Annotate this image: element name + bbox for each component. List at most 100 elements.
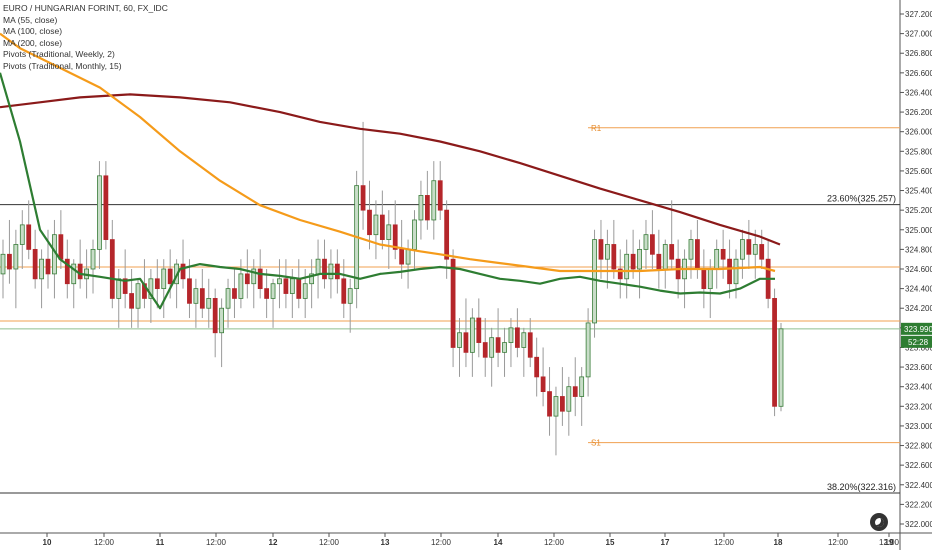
candle-body bbox=[772, 298, 777, 407]
ma200-line bbox=[0, 93, 781, 246]
y-tick-label: 322.800 bbox=[905, 442, 932, 451]
candle-body bbox=[270, 283, 276, 299]
candle-body bbox=[746, 239, 752, 255]
y-tick-label: 325.600 bbox=[905, 167, 932, 176]
candle bbox=[559, 367, 565, 426]
last-price-tag bbox=[901, 322, 932, 335]
candle bbox=[386, 210, 392, 269]
candle bbox=[431, 161, 437, 240]
candle bbox=[605, 229, 610, 289]
y-tick-label: 323.600 bbox=[905, 363, 932, 372]
candle-body bbox=[431, 180, 437, 221]
candle-body bbox=[495, 337, 501, 353]
candle-body bbox=[695, 239, 700, 270]
candle bbox=[0, 239, 6, 299]
candle bbox=[154, 259, 160, 309]
candle-body bbox=[251, 268, 257, 285]
candle bbox=[122, 249, 128, 309]
candle bbox=[347, 278, 353, 333]
candle-body bbox=[701, 268, 707, 290]
candle bbox=[219, 298, 225, 368]
candle bbox=[206, 278, 212, 328]
legend-ma55[interactable]: MA (55, close) bbox=[3, 14, 58, 25]
candle bbox=[521, 327, 527, 377]
candle bbox=[232, 269, 237, 319]
candle-body bbox=[77, 263, 83, 280]
y-tick-label: 323.000 bbox=[905, 422, 932, 431]
candle bbox=[527, 318, 533, 368]
candle-body bbox=[116, 278, 122, 299]
x-tick-label: 11 bbox=[156, 538, 165, 547]
candle-body bbox=[617, 268, 623, 280]
candle-body bbox=[707, 268, 713, 290]
legend-ma200[interactable]: MA (200, close) bbox=[3, 37, 63, 48]
legend-ma100[interactable]: MA (100, close) bbox=[3, 26, 63, 36]
candle bbox=[180, 239, 186, 289]
x-tick-label: 12:00 bbox=[879, 538, 900, 547]
candle bbox=[367, 180, 372, 250]
candle-body bbox=[219, 307, 225, 334]
candle bbox=[457, 318, 462, 377]
y-tick-label: 322.200 bbox=[905, 500, 932, 509]
time-axis: 10 12:00 11 12:00 12 12:00 13 12:00 14 12:00 15 17 1… bbox=[43, 533, 900, 547]
x-tick-label: 18 bbox=[774, 538, 783, 547]
last-price-value: 323.990 bbox=[904, 325, 932, 334]
x-tick-label: 15 bbox=[606, 538, 615, 547]
candle-body bbox=[450, 258, 456, 348]
y-tick-label: 325.000 bbox=[905, 226, 932, 235]
candle-body bbox=[373, 214, 379, 236]
candle-body bbox=[392, 224, 398, 250]
candle bbox=[572, 357, 578, 417]
candle bbox=[379, 190, 385, 250]
candle-body bbox=[733, 258, 739, 285]
y-tick-label: 325.400 bbox=[905, 187, 932, 196]
candle-body bbox=[315, 258, 321, 275]
candle-body bbox=[45, 258, 51, 275]
candle-body bbox=[547, 391, 552, 417]
legend-pivots-monthly[interactable]: Pivots (Traditional, Monthly, 15) bbox=[3, 60, 122, 71]
candle-body bbox=[97, 175, 102, 250]
candle-body bbox=[534, 356, 540, 378]
candle bbox=[547, 367, 552, 436]
candle bbox=[778, 322, 784, 412]
candle-body bbox=[688, 239, 694, 260]
candle-body bbox=[257, 268, 263, 290]
candle-body bbox=[476, 317, 482, 343]
candle bbox=[688, 229, 694, 279]
x-tick-label: 12:00 bbox=[828, 538, 849, 547]
y-tick-label: 324.800 bbox=[905, 245, 932, 254]
candle bbox=[90, 239, 96, 294]
candle-body bbox=[514, 327, 520, 348]
candle-body bbox=[212, 298, 218, 334]
candle-body bbox=[367, 209, 372, 236]
legend-pivots-weekly[interactable]: Pivots (Traditional, Weekly, 2) bbox=[3, 49, 115, 59]
candle-body bbox=[103, 175, 109, 240]
candle bbox=[514, 308, 520, 358]
candle-body bbox=[463, 332, 469, 353]
candle-body bbox=[598, 239, 604, 260]
candle-body bbox=[424, 195, 430, 221]
x-tick-label: 19 bbox=[885, 538, 894, 547]
x-tick-label: 13 bbox=[381, 538, 390, 547]
candle-body bbox=[508, 327, 514, 343]
candle bbox=[720, 229, 726, 279]
tradingview-logo-icon[interactable] bbox=[870, 513, 888, 531]
chart-legend: EURO / HUNGARIAN FORINT, 60, FX_IDC MA (… bbox=[3, 3, 168, 72]
candle-body bbox=[405, 248, 411, 265]
candle bbox=[489, 327, 495, 387]
x-tick-label: 12:00 bbox=[206, 538, 227, 547]
candle bbox=[109, 219, 115, 309]
candle-body bbox=[386, 224, 392, 240]
candle bbox=[334, 249, 340, 294]
candle-body bbox=[296, 278, 302, 299]
x-tick-label: 12 bbox=[269, 538, 278, 547]
candle bbox=[476, 298, 482, 358]
candle-body bbox=[412, 219, 417, 250]
candle bbox=[637, 239, 642, 299]
candle-body bbox=[206, 298, 212, 309]
y-tick-label: 326.200 bbox=[905, 108, 932, 117]
candle bbox=[225, 278, 231, 328]
candle bbox=[508, 318, 514, 368]
